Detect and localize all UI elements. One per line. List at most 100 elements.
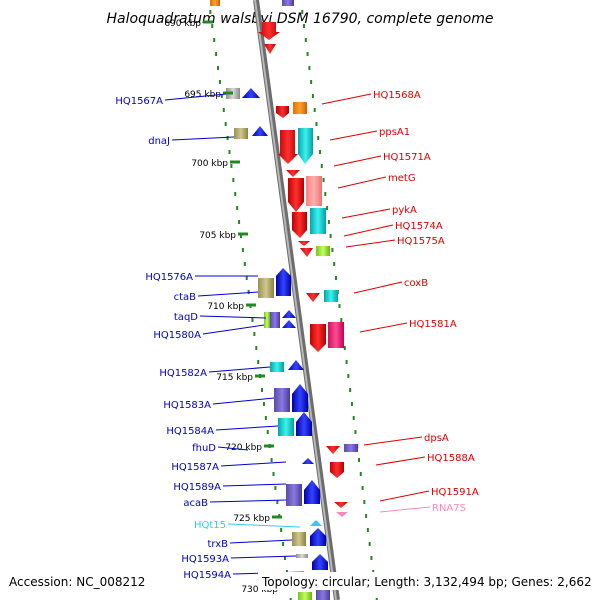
track-dot <box>301 10 304 14</box>
gene-label-left: acaB <box>183 498 208 509</box>
gene-feature <box>282 310 296 318</box>
track-dot <box>334 276 337 280</box>
gene-feature <box>300 248 313 257</box>
gene-label-right: pykA <box>392 205 417 216</box>
gene-label-left: HQ1580A <box>153 330 201 341</box>
track-dot <box>311 94 314 98</box>
left-gene-labels: HQ1567A dnaJ HQ1576A ctaB taqD HQ1580A HQ1582A… <box>115 93 305 581</box>
track-dot <box>329 234 332 238</box>
gene-feature <box>270 362 284 372</box>
track-dot <box>368 542 371 546</box>
track-dot <box>347 374 350 378</box>
gene-feature <box>298 241 310 246</box>
gene-feature <box>274 388 290 412</box>
gene-feature <box>306 176 322 206</box>
gene-label-leader <box>227 523 301 528</box>
gene-label-right: metG <box>388 173 416 184</box>
track-dot <box>257 360 260 364</box>
track-dot <box>333 262 336 266</box>
track-dot <box>224 122 227 126</box>
gene-feature <box>293 102 307 114</box>
gene-label-leader <box>329 130 378 141</box>
gene-label-leader <box>345 239 396 248</box>
gene-label-leader <box>171 136 235 141</box>
track-dot <box>306 52 309 56</box>
gene-feature <box>278 130 298 164</box>
track-dot <box>215 52 218 56</box>
track-dot <box>359 472 362 476</box>
track-dot <box>211 24 214 28</box>
gene-feature <box>336 512 348 517</box>
tick-label: 710 kbp <box>207 302 244 312</box>
tick-label: 700 kbp <box>191 159 228 169</box>
track-dot <box>234 192 237 196</box>
gene-feature <box>210 0 220 6</box>
track-dot <box>261 388 264 392</box>
gene-feature <box>304 480 320 504</box>
track-dot <box>247 290 250 294</box>
gene-label-leader <box>379 490 430 502</box>
track-dot <box>370 556 373 560</box>
track-dot <box>239 234 242 238</box>
gene-label-left: HQ1589A <box>173 482 221 493</box>
track-dot <box>228 150 231 154</box>
gene-label-left: HQ1576A <box>145 272 193 283</box>
track-dot <box>313 108 316 112</box>
gene-label-left: HQ1582A <box>159 368 207 379</box>
track-dot <box>262 402 265 406</box>
track-dot <box>308 66 311 70</box>
gene-feature <box>292 212 307 238</box>
track-dot <box>251 318 254 322</box>
track-dot <box>326 206 329 210</box>
track-dot <box>282 542 285 546</box>
gene-label-right: ppsA1 <box>379 127 410 138</box>
track-dot <box>315 122 318 126</box>
gene-label-leader <box>217 446 249 451</box>
gene-label-leader <box>337 176 387 189</box>
gene-feature <box>344 444 358 452</box>
track-dot <box>361 486 364 490</box>
track-dot <box>226 136 229 140</box>
gene-feature <box>252 126 268 136</box>
gene-label-leader <box>212 397 275 405</box>
track-dot <box>220 94 223 98</box>
gene-label-right: HQ1574A <box>395 221 443 232</box>
gene-label-leader <box>197 291 259 297</box>
track-dot <box>255 346 258 350</box>
gene-label-leader <box>208 366 271 373</box>
gene-feature <box>276 268 291 296</box>
track-dot <box>270 458 273 462</box>
track-dot <box>366 528 369 532</box>
gene-label-leader <box>230 555 297 559</box>
gene-label-left: HQt15 <box>194 520 226 531</box>
gene-feature <box>292 384 308 412</box>
track-dot <box>304 38 307 42</box>
track-dot <box>243 262 246 266</box>
track-dot <box>358 458 361 462</box>
gene-label-leader <box>222 483 287 487</box>
tick-label: 720 kbp <box>225 443 262 453</box>
gene-feature <box>278 418 294 436</box>
gene-label-leader <box>333 155 382 167</box>
gene-label-right: HQ1568A <box>373 90 421 101</box>
track-dot <box>230 164 233 168</box>
gene-label-leader <box>164 93 227 101</box>
track-dot <box>241 248 244 252</box>
track-dot <box>289 598 292 600</box>
gene-feature <box>264 44 276 54</box>
summary-bg <box>258 572 596 590</box>
tick-label: 690 kbp <box>164 19 201 29</box>
track-dot <box>283 556 286 560</box>
gene-label-right: coxB <box>404 278 428 289</box>
track-dot <box>352 416 355 420</box>
gene-feature <box>310 528 326 546</box>
track-dot <box>274 486 277 490</box>
right-gene-labels: HQ1568A ppsA1 HQ1571A metG pykA HQ1574A HQ1575… <box>321 90 479 514</box>
gene-feature <box>298 128 313 164</box>
gene-feature <box>326 446 340 454</box>
gene-label-right: RNA7S <box>432 503 466 514</box>
gene-feature <box>334 502 348 508</box>
gene-label-right: HQ1588A <box>427 453 475 464</box>
gene-feature <box>286 170 300 177</box>
gene-feature <box>242 88 260 98</box>
